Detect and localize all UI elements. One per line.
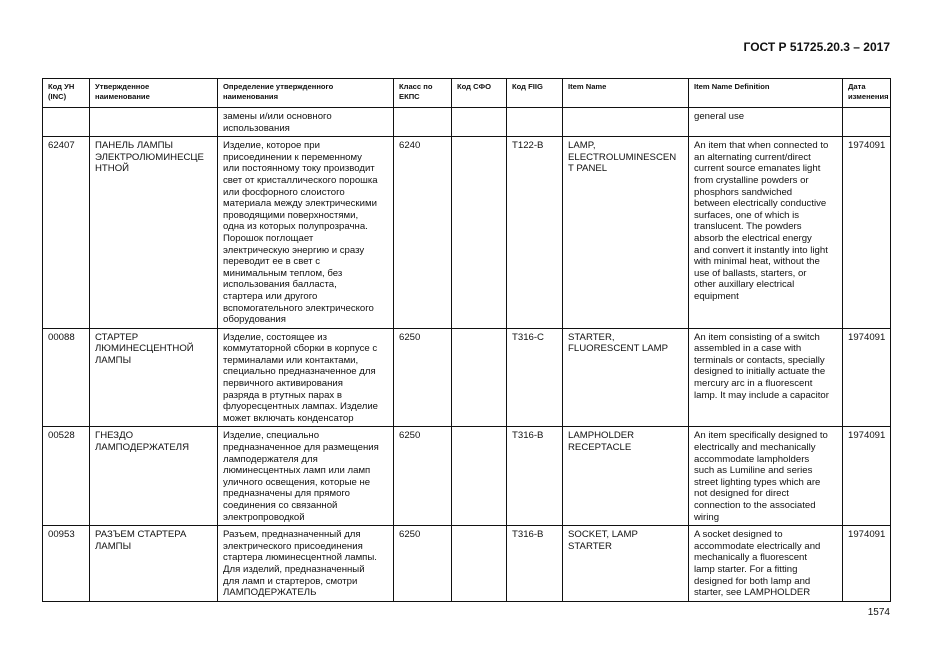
cell-item-name-definition: An item that when connected to an altern… bbox=[688, 136, 843, 329]
cell-item-name: SOCKET, LAMP STARTER bbox=[562, 525, 689, 602]
catalog-table: Код УН (INC) Утвержденное наименование Опр… bbox=[42, 78, 891, 602]
cell-ekps-class: 6240 bbox=[393, 136, 452, 329]
cell-ekps-class: 6250 bbox=[393, 426, 452, 527]
table-row: 00088 СТАРТЕР ЛЮМИНЕСЦЕНТНОЙ ЛАМПЫ Изделие… bbox=[42, 327, 891, 428]
column-header-item-name-definition: Item Name Definition bbox=[688, 78, 843, 108]
cell-name-definition: замены и/или основного использования bbox=[217, 106, 394, 138]
column-header-name-definition: Определение утвержденного наименования bbox=[217, 78, 394, 108]
cell-fiig-code bbox=[506, 106, 563, 138]
cell-fiig-code: T316-B bbox=[506, 525, 563, 602]
cell-item-name-definition: An item consisting of a switch assembled… bbox=[688, 327, 843, 428]
cell-sfo-code bbox=[451, 106, 507, 138]
cell-inc-code bbox=[42, 106, 90, 138]
table-row: 00953 РАЗЪЕМ СТАРТЕРА ЛАМПЫ Разъем, предна… bbox=[42, 525, 891, 602]
cell-approved-name bbox=[89, 106, 218, 138]
cell-name-definition: Изделие, состоящее из коммутаторной сбор… bbox=[217, 327, 394, 428]
cell-ekps-class: 6250 bbox=[393, 525, 452, 602]
cell-name-definition: Изделие, которое при присоединении к пер… bbox=[217, 136, 394, 329]
cell-sfo-code bbox=[451, 327, 507, 428]
column-header-approved-name: Утвержденное наименование bbox=[89, 78, 218, 108]
cell-approved-name: ПАНЕЛЬ ЛАМПЫ ЭЛЕКТРОЛЮМИНЕСЦЕ НТНОЙ bbox=[89, 136, 218, 329]
cell-change-date: 1974091 bbox=[842, 136, 891, 329]
cell-sfo-code bbox=[451, 426, 507, 527]
cell-item-name bbox=[562, 106, 689, 138]
cell-approved-name: ГНЕЗДО ЛАМПОДЕРЖАТЕЛЯ bbox=[89, 426, 218, 527]
table-row: замены и/или основного использования gene… bbox=[42, 106, 891, 138]
cell-fiig-code: T316-B bbox=[506, 426, 563, 527]
cell-fiig-code: T122-B bbox=[506, 136, 563, 329]
cell-inc-code: 00528 bbox=[42, 426, 90, 527]
cell-change-date: 1974091 bbox=[842, 327, 891, 428]
cell-fiig-code: T316-C bbox=[506, 327, 563, 428]
cell-ekps-class: 6250 bbox=[393, 327, 452, 428]
column-header-inc-code: Код УН (INC) bbox=[42, 78, 90, 108]
cell-change-date bbox=[842, 106, 891, 138]
cell-approved-name: РАЗЪЕМ СТАРТЕРА ЛАМПЫ bbox=[89, 525, 218, 602]
cell-inc-code: 00953 bbox=[42, 525, 90, 602]
column-header-item-name: Item Name bbox=[562, 78, 689, 108]
column-header-fiig-code: Код FIIG bbox=[506, 78, 563, 108]
table-row: 62407 ПАНЕЛЬ ЛАМПЫ ЭЛЕКТРОЛЮМИНЕСЦЕ НТНОЙ… bbox=[42, 136, 891, 329]
page-number: 1574 bbox=[867, 607, 890, 618]
cell-item-name-definition: An item specifically designed to electri… bbox=[688, 426, 843, 527]
cell-ekps-class bbox=[393, 106, 452, 138]
cell-inc-code: 00088 bbox=[42, 327, 90, 428]
document-code: ГОСТ Р 51725.20.3 – 2017 bbox=[743, 40, 890, 54]
cell-approved-name: СТАРТЕР ЛЮМИНЕСЦЕНТНОЙ ЛАМПЫ bbox=[89, 327, 218, 428]
cell-name-definition: Разъем, предназначенный для электрическо… bbox=[217, 525, 394, 602]
table-header-row: Код УН (INC) Утвержденное наименование Опр… bbox=[42, 78, 891, 108]
cell-sfo-code bbox=[451, 525, 507, 602]
cell-item-name: STARTER, FLUORESCENT LAMP bbox=[562, 327, 689, 428]
column-header-change-date: Дата изменения bbox=[842, 78, 891, 108]
cell-name-definition: Изделие, специально предназначенное для … bbox=[217, 426, 394, 527]
table-row: 00528 ГНЕЗДО ЛАМПОДЕРЖАТЕЛЯ Изделие, специ… bbox=[42, 426, 891, 527]
cell-change-date: 1974091 bbox=[842, 525, 891, 602]
cell-item-name: LAMPHOLDER RECEPTACLE bbox=[562, 426, 689, 527]
cell-item-name-definition: general use bbox=[688, 106, 843, 138]
column-header-ekps-class: Класс по ЕКПС bbox=[393, 78, 452, 108]
column-header-sfo-code: Код СФО bbox=[451, 78, 507, 108]
cell-inc-code: 62407 bbox=[42, 136, 90, 329]
cell-item-name: LAMP, ELECTROLUMINESCEN T PANEL bbox=[562, 136, 689, 329]
cell-sfo-code bbox=[451, 136, 507, 329]
cell-item-name-definition: A socket designed to accommodate electri… bbox=[688, 525, 843, 602]
cell-change-date: 1974091 bbox=[842, 426, 891, 527]
